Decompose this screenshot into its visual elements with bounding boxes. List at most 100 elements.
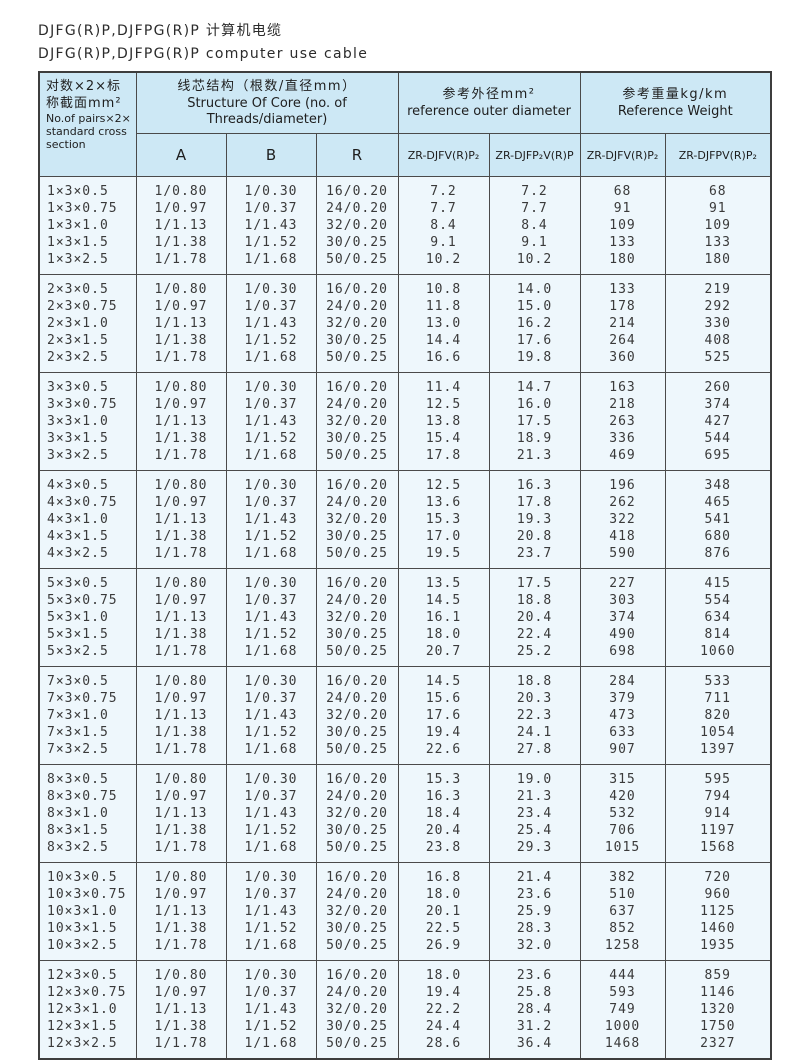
value-cell: 22.2 <box>397 1001 490 1018</box>
value-cell: 1/1.52 <box>225 724 317 741</box>
value-cell: 444 <box>579 960 666 984</box>
value-cell: 1/0.37 <box>225 200 317 217</box>
value-cell: 533 <box>664 666 772 690</box>
value-cell: 698 <box>579 643 666 667</box>
value-cell: 22.5 <box>397 920 490 937</box>
value-cell: 1/0.80 <box>135 666 227 690</box>
spec-cell: 3×3×1.5 <box>38 430 137 447</box>
value-cell: 16/0.20 <box>315 274 399 298</box>
value-cell: 109 <box>664 217 772 234</box>
table-row: 10×3×1.0 1/1.13 1/1.43 32/0.20 20.1 25.9 637 11… <box>38 903 772 920</box>
value-cell: 263 <box>579 413 666 430</box>
value-cell: 15.6 <box>397 690 490 707</box>
value-cell: 1320 <box>664 1001 772 1018</box>
value-cell: 17.8 <box>397 447 490 471</box>
subheader-col-a: A <box>135 133 227 177</box>
table-row: 3×3×0.5 1/0.80 1/0.30 16/0.20 11.4 14.7 163 260 <box>38 372 772 396</box>
value-cell: 14.7 <box>488 372 581 396</box>
value-cell: 68 <box>579 176 666 200</box>
table-row: 5×3×0.75 1/0.97 1/0.37 24/0.20 14.5 18.8 303 55… <box>38 592 772 609</box>
value-cell: 1/0.97 <box>135 788 227 805</box>
value-cell: 133 <box>579 234 666 251</box>
value-cell: 133 <box>664 234 772 251</box>
table-row: 4×3×2.5 1/1.78 1/1.68 50/0.25 19.5 23.7 590 876 <box>38 545 772 569</box>
value-cell: 1/0.37 <box>225 886 317 903</box>
value-cell: 180 <box>579 251 666 275</box>
value-cell: 1/1.43 <box>225 511 317 528</box>
value-cell: 1/0.37 <box>225 494 317 511</box>
table-row: 3×3×0.75 1/0.97 1/0.37 24/0.20 12.5 16.0 218 37… <box>38 396 772 413</box>
value-cell: 1/0.37 <box>225 396 317 413</box>
spec-cell: 3×3×0.75 <box>38 396 137 413</box>
value-cell: 1/1.52 <box>225 234 317 251</box>
table-row: 12×3×1.0 1/1.13 1/1.43 32/0.20 22.2 28.4 749 13… <box>38 1001 772 1018</box>
value-cell: 1258 <box>579 937 666 961</box>
value-cell: 23.6 <box>488 960 581 984</box>
value-cell: 1/0.97 <box>135 592 227 609</box>
table-row: 10×3×2.5 1/1.78 1/1.68 50/0.25 26.9 32.0 1258 1… <box>38 937 772 961</box>
value-cell: 1/1.52 <box>225 528 317 545</box>
spec-cell: 5×3×0.75 <box>38 592 137 609</box>
value-cell: 382 <box>579 862 666 886</box>
value-cell: 1/0.97 <box>135 298 227 315</box>
group-block: 8×3×0.5 1/0.80 1/0.30 16/0.20 15.3 19.0 315 595… <box>38 764 772 863</box>
value-cell: 7.2 <box>397 176 490 200</box>
value-cell: 16/0.20 <box>315 764 399 788</box>
value-cell: 24/0.20 <box>315 200 399 217</box>
value-cell: 427 <box>664 413 772 430</box>
table-row: 7×3×2.5 1/1.78 1/1.68 50/0.25 22.6 27.8 907 139… <box>38 741 772 765</box>
value-cell: 1/1.68 <box>225 545 317 569</box>
value-cell: 1125 <box>664 903 772 920</box>
value-cell: 19.4 <box>397 984 490 1001</box>
value-cell: 637 <box>579 903 666 920</box>
value-cell: 374 <box>664 396 772 413</box>
value-cell: 24/0.20 <box>315 396 399 413</box>
value-cell: 30/0.25 <box>315 822 399 839</box>
spec-cell: 12×3×1.0 <box>38 1001 137 1018</box>
value-cell: 1/1.38 <box>135 626 227 643</box>
value-cell: 12.5 <box>397 470 490 494</box>
value-cell: 24/0.20 <box>315 298 399 315</box>
subheader-col-r: R <box>315 133 399 177</box>
value-cell: 32/0.20 <box>315 805 399 822</box>
value-cell: 633 <box>579 724 666 741</box>
value-cell: 24/0.20 <box>315 592 399 609</box>
value-cell: 32/0.20 <box>315 315 399 332</box>
value-cell: 7.7 <box>397 200 490 217</box>
value-cell: 14.4 <box>397 332 490 349</box>
spec-cell: 3×3×0.5 <box>38 372 137 396</box>
value-cell: 1/1.13 <box>135 413 227 430</box>
header-reference-weight: 参考重量kg/km Reference Weight <box>579 71 772 134</box>
table-row: 1×3×1.0 1/1.13 1/1.43 32/0.20 8.4 8.4 109 109 <box>38 217 772 234</box>
value-cell: 1/1.78 <box>135 447 227 471</box>
value-cell: 17.8 <box>488 494 581 511</box>
value-cell: 1/0.80 <box>135 568 227 592</box>
header-cross-section-en: No.of pairs×2× standard cross section <box>46 112 131 151</box>
value-cell: 1/0.97 <box>135 886 227 903</box>
value-cell: 13.5 <box>397 568 490 592</box>
value-cell: 1/1.52 <box>225 920 317 937</box>
value-cell: 1/1.38 <box>135 528 227 545</box>
value-cell: 544 <box>664 430 772 447</box>
value-cell: 820 <box>664 707 772 724</box>
value-cell: 16.3 <box>488 470 581 494</box>
value-cell: 1/1.43 <box>225 315 317 332</box>
value-cell: 18.8 <box>488 592 581 609</box>
value-cell: 18.0 <box>397 626 490 643</box>
value-cell: 7.7 <box>488 200 581 217</box>
value-cell: 1/1.52 <box>225 430 317 447</box>
value-cell: 32/0.20 <box>315 217 399 234</box>
value-cell: 1/1.38 <box>135 1018 227 1035</box>
value-cell: 17.5 <box>488 413 581 430</box>
value-cell: 706 <box>579 822 666 839</box>
header-cross-section-zh: 对数×2×标称截面mm² <box>46 79 122 111</box>
value-cell: 30/0.25 <box>315 920 399 937</box>
value-cell: 1/0.30 <box>225 568 317 592</box>
table-row: 3×3×2.5 1/1.78 1/1.68 50/0.25 17.8 21.3 469 695 <box>38 447 772 471</box>
spec-cell: 2×3×0.5 <box>38 274 137 298</box>
value-cell: 348 <box>664 470 772 494</box>
value-cell: 13.8 <box>397 413 490 430</box>
value-cell: 32/0.20 <box>315 413 399 430</box>
value-cell: 1/1.38 <box>135 724 227 741</box>
value-cell: 1/1.68 <box>225 1035 317 1059</box>
